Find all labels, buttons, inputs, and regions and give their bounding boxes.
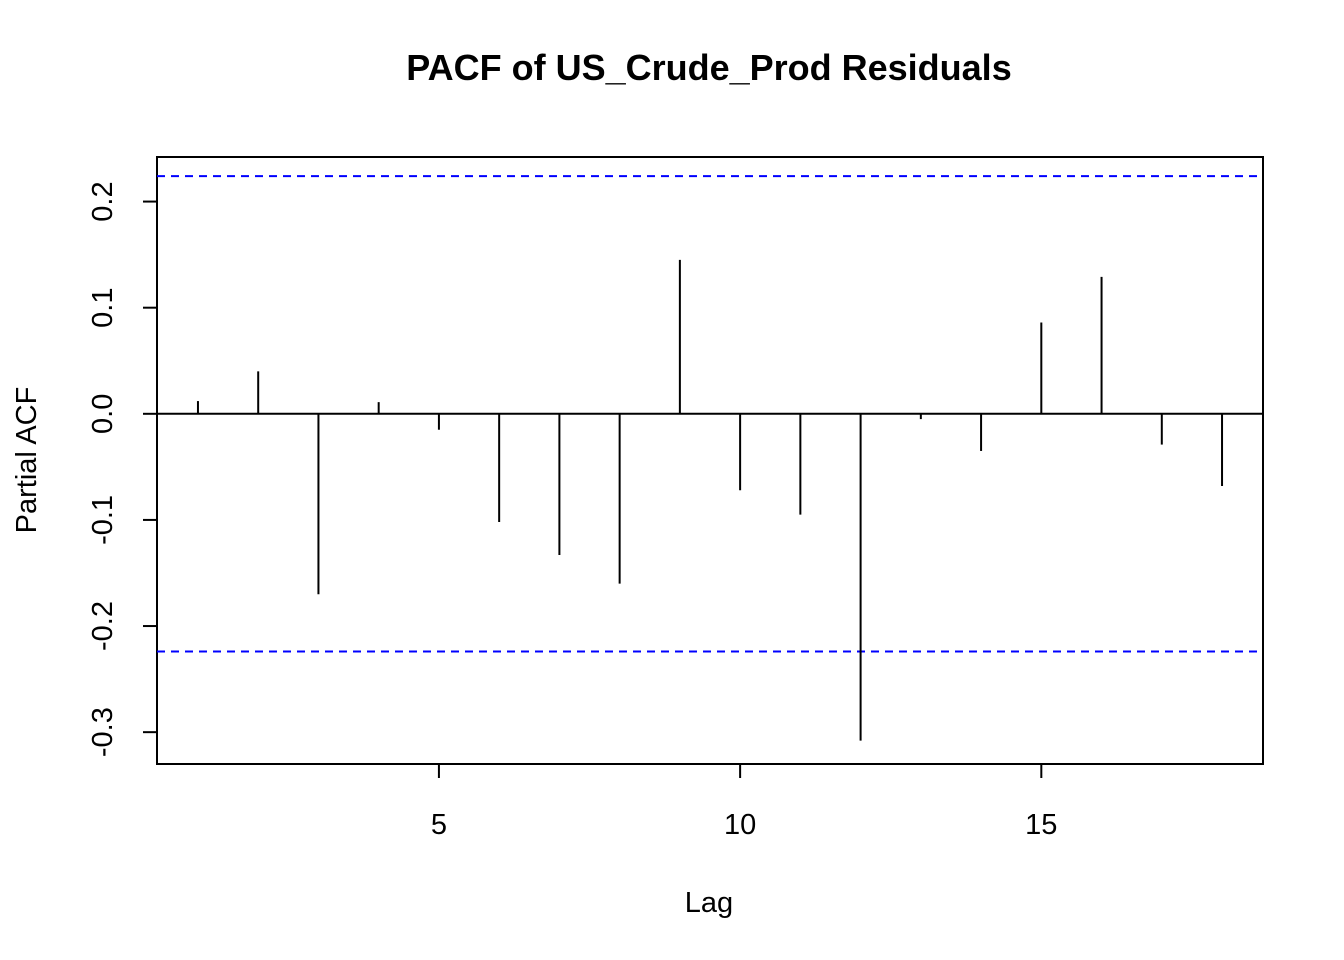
x-tick-label: 10 bbox=[724, 809, 756, 841]
y-axis-label: Partial ACF bbox=[11, 387, 43, 534]
x-tick-label: 15 bbox=[1025, 809, 1057, 841]
chart-marks: 5 10 15 0.2 0.1 0.0 -0.1 -0.2 -0.3 bbox=[87, 175, 1263, 841]
x-tick-label: 5 bbox=[431, 809, 447, 841]
y-tick-label: -0.1 bbox=[87, 495, 119, 545]
chart-title: PACF of US_Crude_Prod Residuals bbox=[406, 47, 1011, 88]
y-tick-label: 0.2 bbox=[87, 181, 119, 221]
x-axis-label: Lag bbox=[685, 887, 733, 919]
y-tick-label: 0.1 bbox=[87, 288, 119, 328]
y-tick-label: -0.3 bbox=[87, 707, 119, 757]
plot-frame bbox=[156, 156, 1264, 765]
y-tick-label: 0.0 bbox=[87, 394, 119, 434]
y-tick-label: -0.2 bbox=[87, 601, 119, 651]
